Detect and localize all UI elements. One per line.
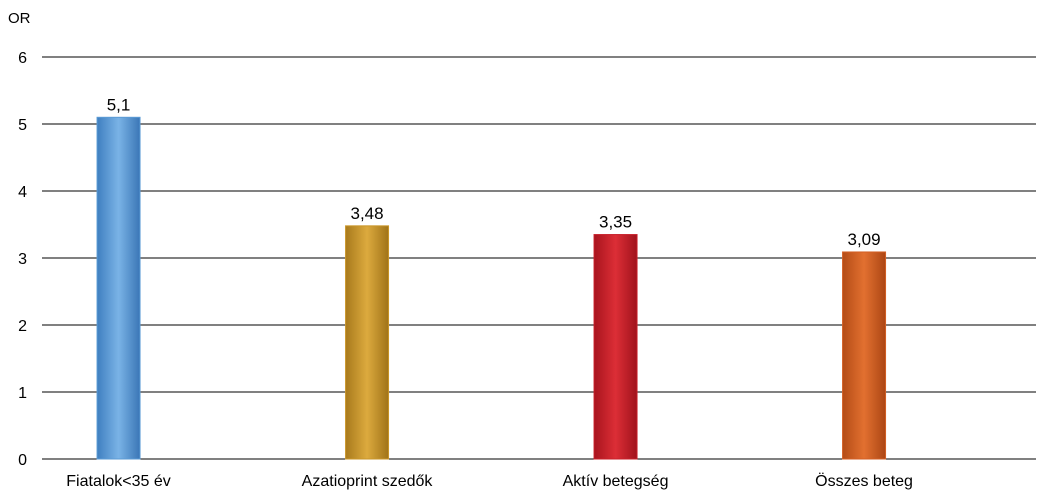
bar — [842, 251, 887, 460]
x-tick-label: Összes beteg — [815, 472, 913, 490]
data-label: 3,35 — [599, 213, 632, 232]
bar — [96, 116, 141, 460]
data-label: 3,09 — [848, 230, 881, 249]
y-tick-label: 0 — [18, 452, 27, 469]
x-tick-label: Aktív betegség — [563, 473, 669, 490]
bars — [96, 116, 887, 460]
y-tick-label: 5 — [18, 117, 27, 134]
y-tick-label: 1 — [18, 385, 27, 402]
y-tick-label: 4 — [18, 184, 27, 201]
x-tick-label: Fiatalok<35 év — [66, 473, 171, 490]
gridlines — [42, 56, 1036, 460]
x-tick-label: Azatioprint szedők — [302, 473, 434, 490]
y-tick-label: 2 — [18, 318, 27, 335]
data-labels: 5,1 3,48 3,35 3,09 — [107, 95, 881, 249]
data-label: 3,48 — [351, 204, 384, 223]
y-tick-label: 6 — [18, 50, 27, 67]
bar — [345, 225, 390, 460]
x-tick-labels: Fiatalok<35 év Azatioprint szedők Aktív be… — [66, 472, 913, 490]
data-label: 5,1 — [107, 95, 131, 114]
bar — [593, 234, 638, 460]
y-axis-label: OR — [8, 10, 31, 27]
y-tick-labels: 0 1 2 3 4 5 6 — [18, 50, 27, 469]
y-tick-label: 3 — [18, 251, 27, 268]
